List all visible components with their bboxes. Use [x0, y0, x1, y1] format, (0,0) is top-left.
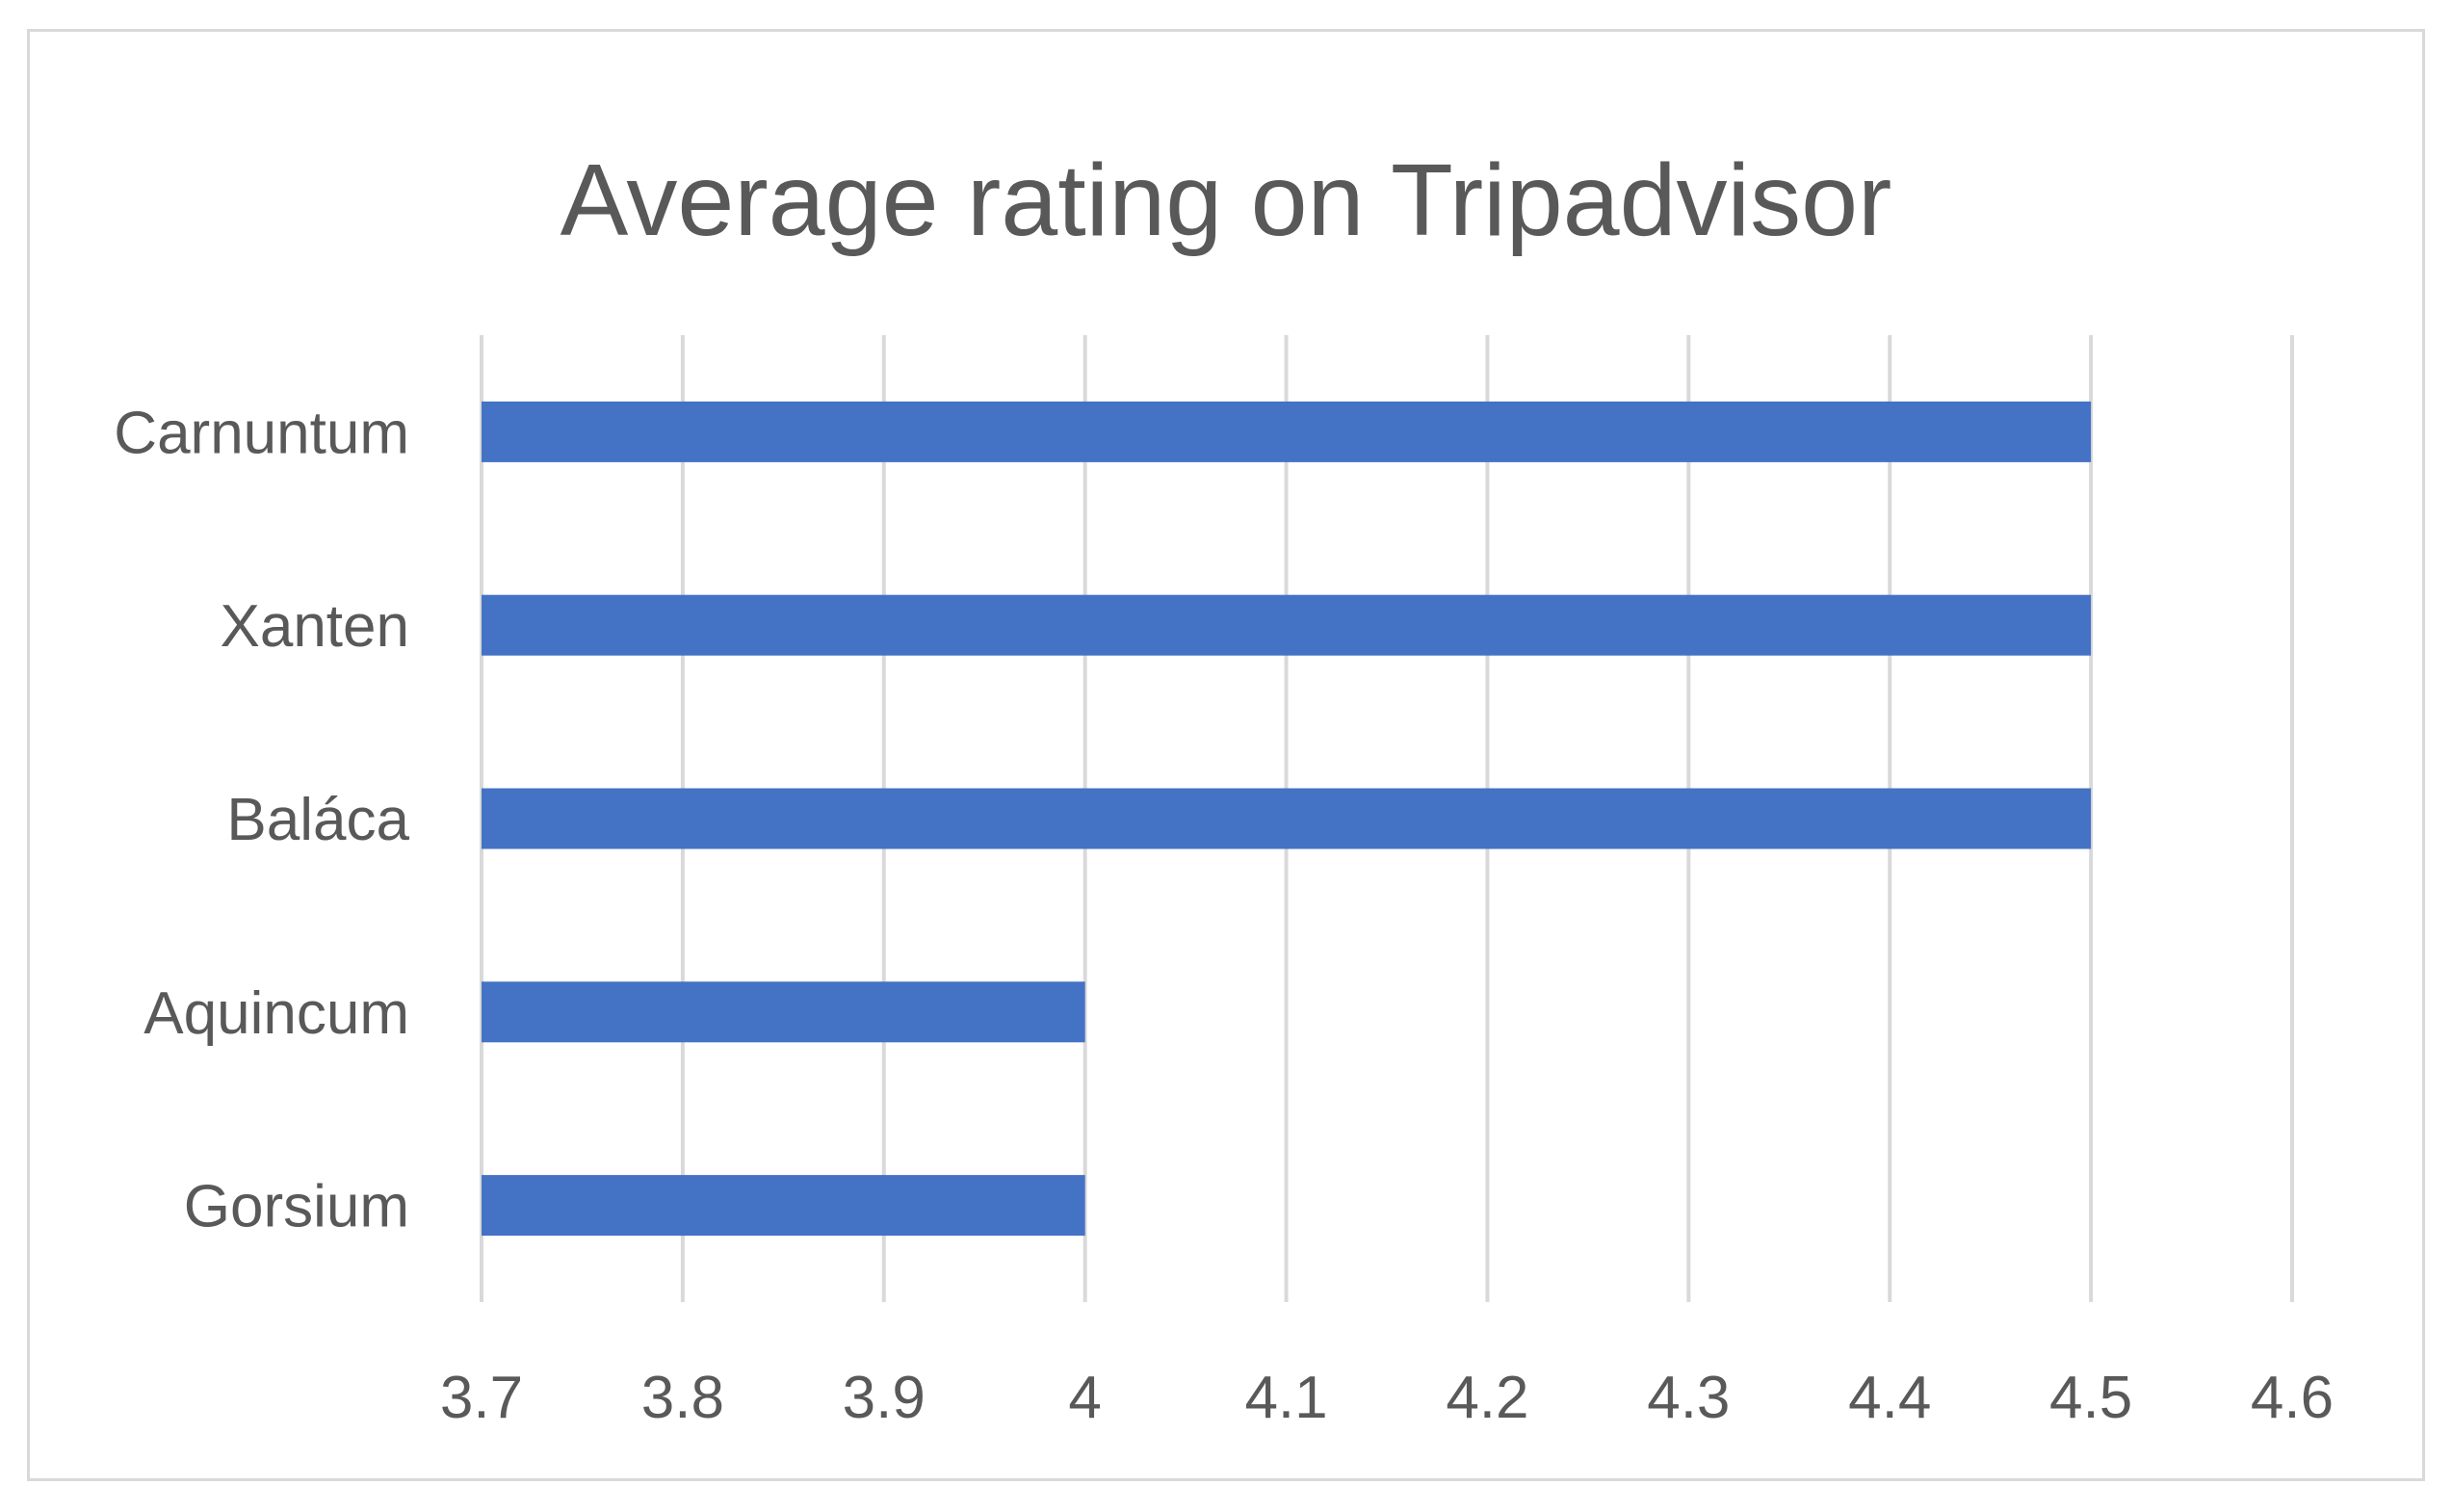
category-label: Baláca — [226, 787, 409, 853]
x-tick-label: 4.2 — [1446, 1365, 1528, 1431]
x-tick-label: 4.3 — [1647, 1365, 1730, 1431]
category-label: Xanten — [220, 593, 409, 660]
category-labels: Carnuntum Xanten Baláca Aquincum Gorsium — [114, 400, 409, 1239]
x-tick-label: 3.9 — [843, 1365, 926, 1431]
chart-frame: Average rating on Tripadvisor — [27, 29, 2425, 1481]
category-label: Aquincum — [143, 980, 409, 1047]
bar-gorsium — [482, 1175, 1085, 1237]
x-tick-label: 3.7 — [440, 1365, 523, 1431]
x-tick-label: 4.6 — [2251, 1365, 2334, 1431]
bar-aquincum — [482, 981, 1085, 1043]
bars — [482, 401, 2092, 1237]
x-tick-label: 4 — [1068, 1365, 1101, 1431]
bar-carnuntum — [482, 401, 2092, 462]
category-label: Gorsium — [184, 1174, 409, 1240]
x-tick-label: 4.4 — [1848, 1365, 1931, 1431]
bar-xanten — [482, 594, 2092, 656]
x-tick-label: 4.5 — [2049, 1365, 2132, 1431]
x-tick-label: 4.1 — [1244, 1365, 1327, 1431]
category-label: Carnuntum — [114, 400, 409, 466]
x-tick-label: 3.8 — [641, 1365, 724, 1431]
chart-title: Average rating on Tripadvisor — [560, 143, 1892, 257]
x-tick-labels: 3.7 3.8 3.9 4 4.1 4.2 4.3 4.4 4.5 4.6 — [440, 1365, 2334, 1431]
bar-balaca — [482, 788, 2092, 849]
